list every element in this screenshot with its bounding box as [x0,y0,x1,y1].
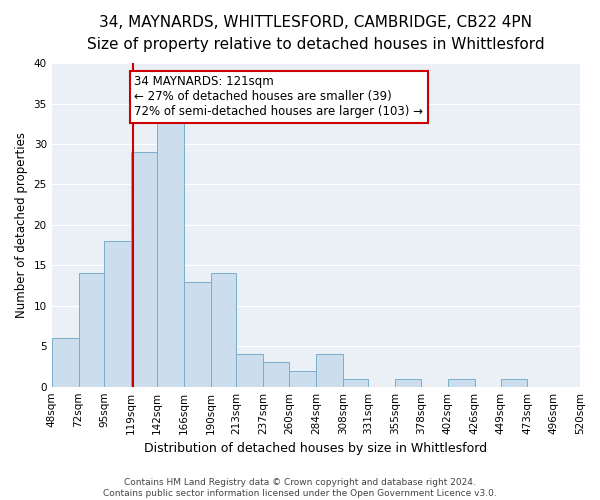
Bar [79,274,104,386]
Y-axis label: Number of detached properties: Number of detached properties [15,132,28,318]
Bar [157,120,184,386]
Bar [500,378,527,386]
Bar [52,338,79,386]
Bar [343,378,368,386]
Title: 34, MAYNARDS, WHITTLESFORD, CAMBRIDGE, CB22 4PN
Size of property relative to det: 34, MAYNARDS, WHITTLESFORD, CAMBRIDGE, C… [87,15,545,52]
Text: Contains HM Land Registry data © Crown copyright and database right 2024.
Contai: Contains HM Land Registry data © Crown c… [103,478,497,498]
Bar [184,282,211,387]
Bar [263,362,289,386]
Text: 34 MAYNARDS: 121sqm
← 27% of detached houses are smaller (39)
72% of semi-detach: 34 MAYNARDS: 121sqm ← 27% of detached ho… [134,75,424,118]
Bar [236,354,263,386]
Bar [580,378,600,386]
X-axis label: Distribution of detached houses by size in Whittlesford: Distribution of detached houses by size … [144,442,487,455]
Bar [104,241,131,386]
Bar [289,370,316,386]
Bar [316,354,343,386]
Bar [211,274,236,386]
Bar [448,378,475,386]
Bar [131,152,157,386]
Bar [395,378,421,386]
